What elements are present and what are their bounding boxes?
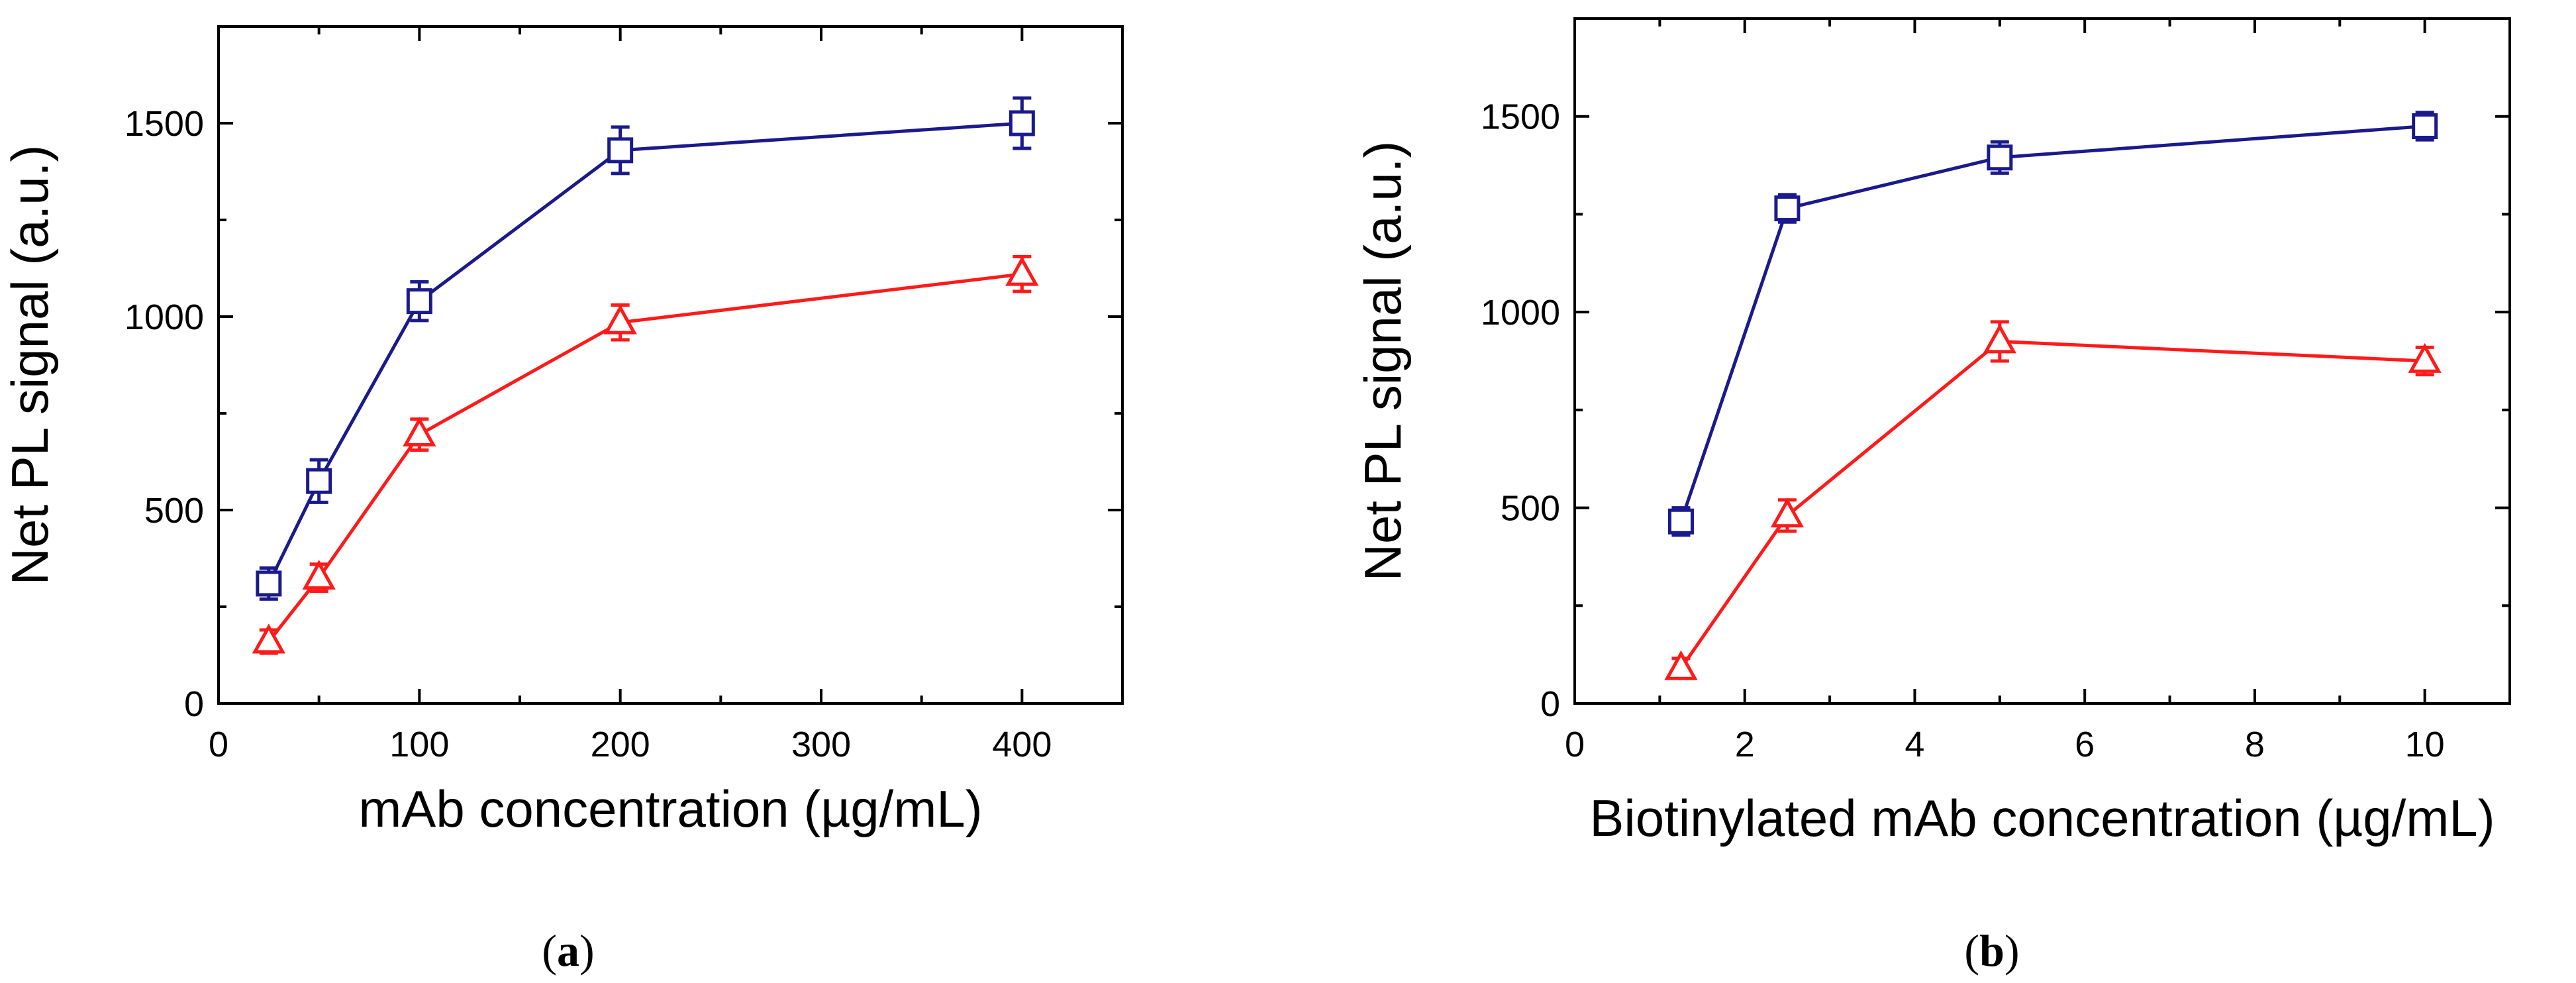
chart-panel-b: 0 2 4 6 8 10 0 500 1000 1500 Biotinylated mAb conc… <box>1354 17 2511 976</box>
y-tick-label: 1000 <box>124 297 204 337</box>
panel-label-open: ( <box>542 925 557 976</box>
data-point-square <box>406 288 432 315</box>
series-red-triangles <box>252 254 1039 655</box>
panel-label-letter: a <box>557 925 579 976</box>
series-blue-squares <box>1667 111 2438 537</box>
data-point-square <box>1987 144 2013 171</box>
panel-label-close: ) <box>579 925 595 976</box>
series-line <box>1679 339 2425 670</box>
x-tick-label: 6 <box>2075 725 2095 764</box>
x-tick-label: 400 <box>992 725 1052 764</box>
data-point-triangle <box>302 560 336 590</box>
panel-label: (a) <box>542 925 594 976</box>
panel-label: (b) <box>1964 925 2019 976</box>
data-point-square <box>256 570 282 597</box>
y-tick-label: 0 <box>1540 684 1560 724</box>
panel-label-letter: b <box>1979 925 2005 976</box>
y-tick-label: 1500 <box>1481 97 1560 137</box>
data-point-square <box>1667 508 1694 535</box>
x-tick-label: 8 <box>2245 725 2265 764</box>
x-tick-label: 0 <box>1565 725 1585 764</box>
series-line <box>1679 124 2425 523</box>
data-point-square <box>306 468 332 494</box>
data-point-square <box>607 137 634 164</box>
data-point-square <box>1009 110 1035 136</box>
x-tick-label: 300 <box>791 725 851 764</box>
series-red-triangles <box>1664 320 2442 680</box>
x-tick-label: 10 <box>2405 725 2445 764</box>
data-point-triangle <box>1983 323 2016 354</box>
x-tick-label: 2 <box>1735 725 1755 764</box>
y-axis-title: Net PL signal (a.u.) <box>1354 141 1412 582</box>
panel-label-open: ( <box>1964 925 1979 976</box>
x-tick-label: 4 <box>1905 725 1924 764</box>
data-point-triangle <box>1770 497 1805 528</box>
y-tick-label: 500 <box>144 491 204 531</box>
chart-panel-a: 0 100 200 300 400 0 500 1000 1500 mAb concentrati… <box>1 25 1124 976</box>
x-tick-label: 0 <box>209 725 228 764</box>
data-point-triangle <box>252 623 285 654</box>
series-blue-squares <box>256 96 1035 601</box>
data-point-triangle <box>603 304 637 335</box>
data-point-square <box>2412 113 2438 139</box>
x-axis-title: mAb concentration (µg/mL) <box>358 780 982 838</box>
plot-frame <box>1573 17 2511 705</box>
y-tick-label: 0 <box>184 684 204 724</box>
data-point-triangle <box>1005 256 1039 286</box>
panel-label-close: ) <box>2005 925 2020 976</box>
data-point-triangle <box>403 416 436 447</box>
data-point-triangle <box>1664 650 1698 680</box>
series-line <box>267 121 1022 585</box>
y-tick-label: 500 <box>1501 489 1560 529</box>
y-tick-label: 1500 <box>124 104 204 144</box>
x-axis-title: Biotinylated mAb concentration (µg/mL) <box>1589 789 2495 847</box>
plot-frame <box>217 25 1124 705</box>
y-tick-label: 1000 <box>1481 293 1560 333</box>
data-point-square <box>1774 195 1801 222</box>
series-line <box>267 272 1022 643</box>
data-point-triangle <box>2408 342 2442 373</box>
x-tick-label: 200 <box>591 725 650 764</box>
y-axis-title: Net PL signal (a.u.) <box>1 145 59 586</box>
x-tick-label: 100 <box>389 725 449 764</box>
